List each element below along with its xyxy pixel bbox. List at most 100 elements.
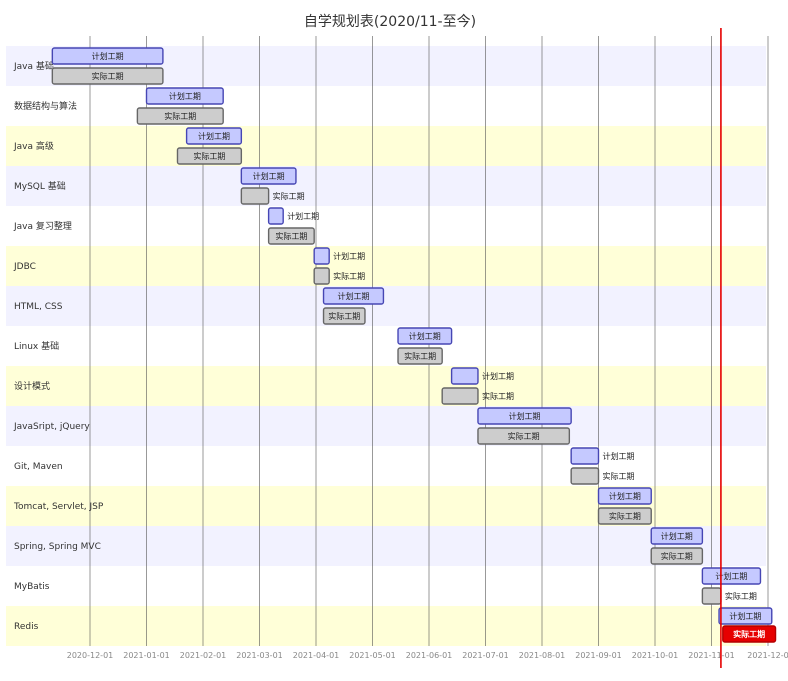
actual-bar	[240, 187, 270, 205]
plan-bar	[267, 207, 284, 225]
plan-bar	[718, 607, 773, 625]
row-band	[6, 166, 766, 206]
plan-bar	[597, 487, 652, 505]
plan-label: 计划工期	[603, 451, 635, 461]
chart-title: 自学规划表(2020/11-至今)	[304, 14, 476, 30]
actual-current-label: 实际工期	[733, 629, 765, 639]
actual-bar	[51, 67, 164, 85]
x-tick-label: 2021-06-01	[406, 651, 453, 660]
x-tick-label: 2021-04-01	[293, 651, 340, 660]
plan-label: 计划工期	[661, 531, 693, 541]
task-label: JDBC	[13, 262, 36, 272]
row-band	[6, 286, 766, 326]
row-band	[6, 366, 766, 406]
x-tick-label: 2021-03-01	[236, 651, 283, 660]
actual-label: 实际工期	[164, 111, 196, 121]
plan-bar	[240, 167, 297, 185]
actual-label: 实际工期	[725, 591, 757, 601]
actual-label: 实际工期	[333, 271, 365, 281]
row-band	[6, 526, 766, 566]
actual-bar	[477, 427, 571, 445]
actual-bar	[176, 147, 243, 165]
actual-current-bar	[722, 625, 777, 643]
x-tick-label: 2021-07-01	[462, 651, 509, 660]
plan-bar	[477, 407, 572, 425]
row-band	[6, 206, 766, 246]
actual-label: 实际工期	[193, 151, 225, 161]
row-band	[6, 566, 766, 606]
actual-bar	[397, 347, 443, 365]
plan-bar	[313, 247, 330, 265]
row-band	[6, 126, 766, 166]
actual-label: 实际工期	[404, 351, 436, 361]
plan-bar	[450, 367, 479, 385]
task-label: HTML, CSS	[14, 302, 63, 312]
actual-bar	[136, 107, 224, 125]
plan-bar	[145, 87, 224, 105]
actual-label: 实际工期	[603, 471, 635, 481]
task-label: MySQL 基础	[14, 180, 66, 192]
x-tick-label: 2021-10-01	[632, 651, 679, 660]
actual-label: 实际工期	[275, 231, 307, 241]
plan-label: 计划工期	[409, 331, 441, 341]
actual-bar	[650, 547, 704, 565]
actual-bar	[701, 587, 722, 605]
actual-label: 实际工期	[92, 71, 124, 81]
x-tick-label: 2021-11-01	[688, 651, 735, 660]
plan-label: 计划工期	[509, 411, 541, 421]
x-axis-ticks: 2020-12-01 2021-01-01 2021-02-01 2021-03-01…	[67, 651, 788, 660]
plan-label: 计划工期	[715, 571, 747, 581]
task-label: Java 基础	[13, 60, 54, 72]
plan-bar	[51, 47, 164, 65]
task-label: Java 复习整理	[13, 220, 72, 232]
actual-label: 实际工期	[609, 511, 641, 521]
plan-bar	[570, 447, 600, 465]
x-tick-label: 2021-08-01	[519, 651, 566, 660]
actual-bar	[313, 267, 330, 285]
x-tick-label: 2021-05-01	[349, 651, 396, 660]
row-band	[6, 86, 766, 126]
plan-label: 计划工期	[482, 371, 514, 381]
plan-label: 计划工期	[287, 211, 319, 221]
plan-label: 计划工期	[169, 91, 201, 101]
actual-bar	[441, 387, 479, 405]
actual-bar	[322, 307, 366, 325]
plan-bar	[650, 527, 704, 545]
task-label: JavaSript, jQuery	[13, 422, 90, 432]
task-label: Java 高级	[13, 140, 54, 152]
task-label: Redis	[14, 622, 39, 632]
row-band	[6, 606, 766, 646]
plan-label: 计划工期	[198, 131, 230, 141]
actual-label: 实际工期	[273, 191, 305, 201]
task-label: MyBatis	[14, 582, 50, 592]
task-label: Linux 基础	[14, 340, 59, 352]
plan-label: 计划工期	[333, 251, 365, 261]
plan-label: 计划工期	[337, 291, 369, 301]
row-bands	[6, 46, 766, 646]
actual-label: 实际工期	[482, 391, 514, 401]
plan-bar	[701, 567, 762, 585]
row-band	[6, 246, 766, 286]
x-tick-label: 2021-02-01	[180, 651, 227, 660]
row-band	[6, 326, 766, 366]
plan-label: 计划工期	[253, 171, 285, 181]
plan-bar	[185, 127, 243, 145]
task-label: 数据结构与算法	[14, 100, 77, 112]
row-band	[6, 486, 766, 526]
actual-bar	[267, 227, 315, 245]
actual-label: 实际工期	[328, 311, 360, 321]
plan-bar	[397, 327, 453, 345]
actual-bar	[570, 467, 600, 485]
task-label: Git, Maven	[14, 462, 63, 472]
task-label: Spring, Spring MVC	[14, 542, 101, 552]
task-label: 设计模式	[14, 380, 50, 392]
x-tick-label: 2021-12-0	[747, 651, 788, 660]
x-tick-label: 2021-09-01	[575, 651, 622, 660]
task-bars: 计划工期实际工期计划工期实际工期计划工期实际工期计划工期实际工期计划工期实际工期…	[51, 47, 777, 643]
actual-label: 实际工期	[508, 431, 540, 441]
x-tick-label: 2021-01-01	[123, 651, 170, 660]
plan-bar	[322, 287, 385, 305]
plan-label: 计划工期	[729, 611, 761, 621]
